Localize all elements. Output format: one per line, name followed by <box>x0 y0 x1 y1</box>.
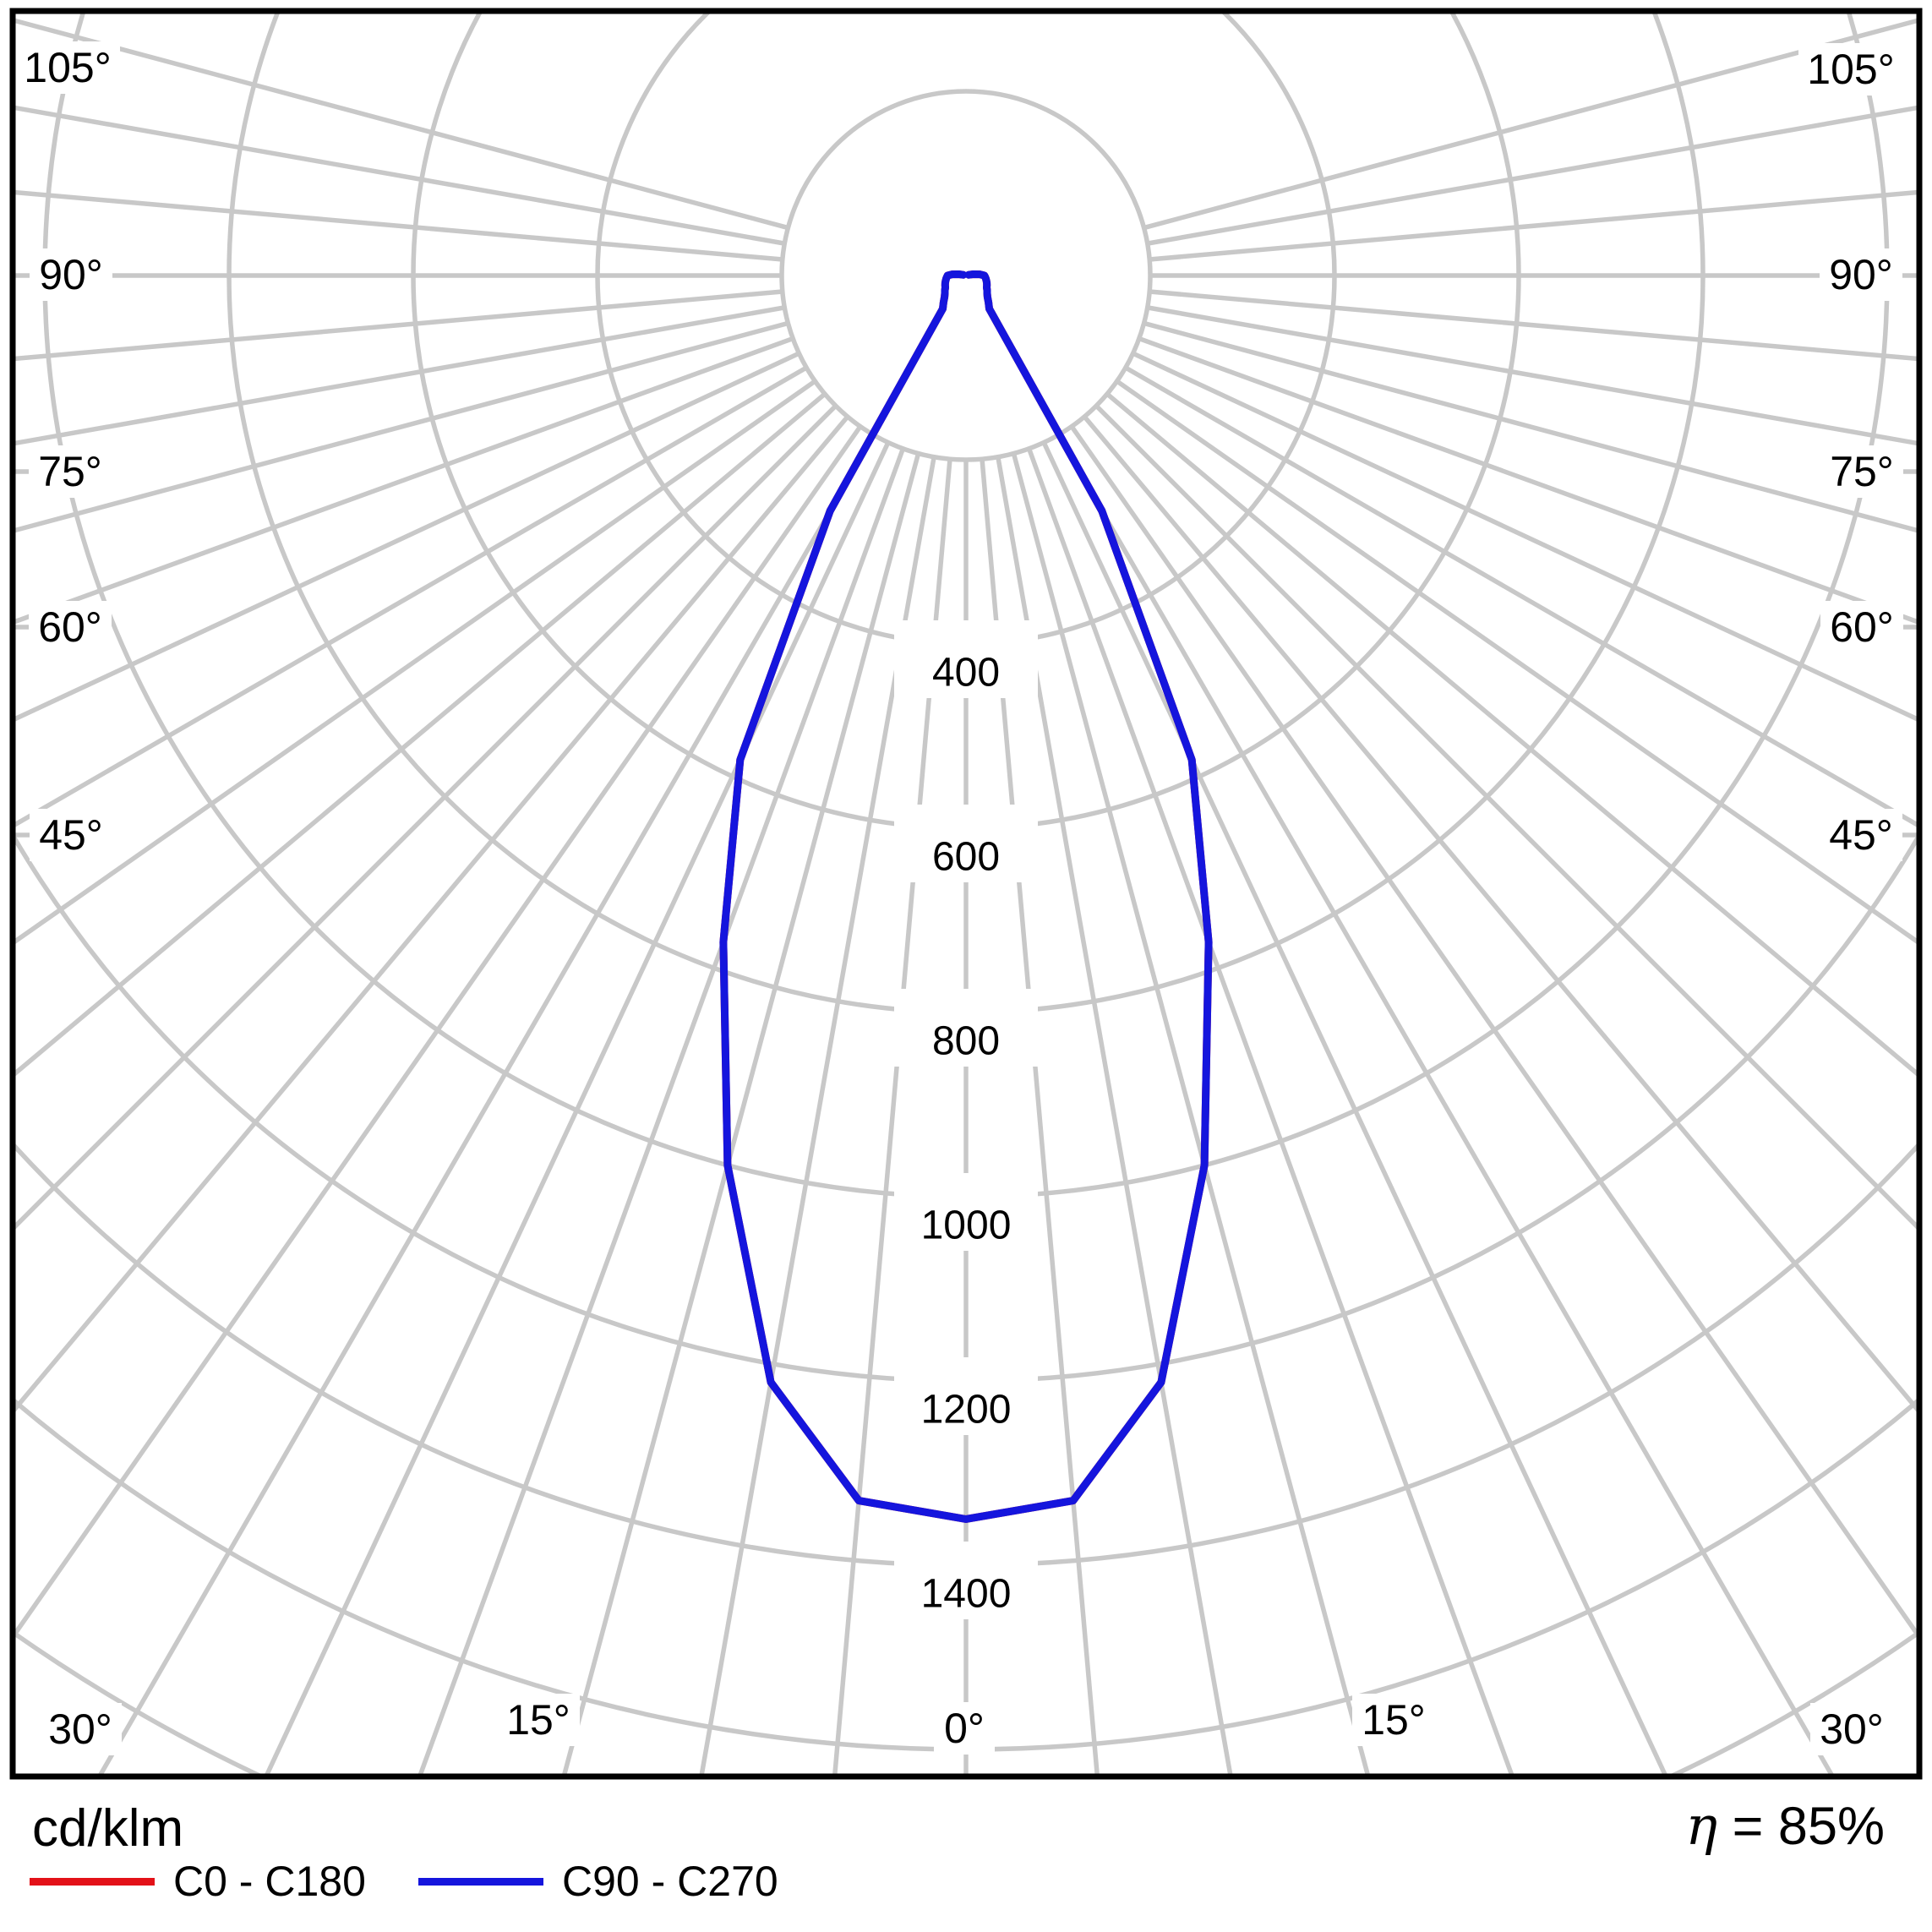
angle-label-2-75°: 75° <box>38 448 102 495</box>
legend-swatch-c90-c270-icon <box>418 1877 543 1886</box>
labels: 400 600 800 1000 1200 1400 105° 90° 75° 60° 45° 30°… <box>15 41 1903 1755</box>
radial-line-45 <box>15 404 838 1230</box>
ring-label-bg-1200 <box>894 1357 1038 1435</box>
angle-label-0-105°-bg <box>15 41 120 94</box>
plot-border <box>9 8 1923 1780</box>
radial-line-25 <box>1041 441 1667 1774</box>
radial-line-20 <box>1026 447 1514 1774</box>
angle-label-10-45°: 45° <box>1829 811 1893 859</box>
angle-label-4-45°-bg <box>30 809 112 861</box>
curve-c90-c270 <box>719 270 1213 1523</box>
angle-label-6-15°-bg <box>497 1694 580 1746</box>
radial-line-5 <box>832 458 952 1774</box>
radial-line-10 <box>996 456 1233 1774</box>
radial-line-15 <box>562 452 921 1774</box>
angle-label-0-105°: 105° <box>24 44 111 91</box>
ring-label-bg-600 <box>894 805 1038 882</box>
unit-label: cd/klm <box>32 1799 184 1858</box>
radial-line-55 <box>1115 379 1917 945</box>
curves <box>719 270 1213 1523</box>
legend-entry-c90-c270: C90 - C270 <box>418 1858 778 1905</box>
radial-line-70 <box>15 336 794 625</box>
angle-label-8-15°: 15° <box>1362 1696 1426 1744</box>
radial-line-30 <box>1056 434 1834 1774</box>
angle-label-14-105°-bg <box>1798 43 1903 96</box>
angle-label-7-0°: 0° <box>944 1705 985 1752</box>
radial-line-105 <box>15 18 789 231</box>
radial-line-15 <box>1011 452 1370 1774</box>
angle-label-13-90°: 90° <box>1829 251 1893 298</box>
legend-swatch-c0-c180-icon <box>30 1877 155 1886</box>
radial-line-30 <box>98 434 876 1774</box>
angle-label-8-15°-bg <box>1352 1694 1435 1746</box>
radial-line-5 <box>980 458 1100 1774</box>
angle-label-11-60°-bg <box>1820 601 1903 653</box>
legend-label-c90-c270: C90 - C270 <box>562 1858 778 1905</box>
radial-line-85 <box>15 289 783 362</box>
ring-label-bg-800 <box>894 989 1038 1067</box>
ring-label-400: 400 <box>932 651 1000 696</box>
eta-value: = 85% <box>1732 1797 1885 1856</box>
angle-label-12-75°-bg <box>1820 445 1903 498</box>
radial-line-25 <box>265 441 891 1774</box>
angle-label-3-60°-bg <box>29 601 112 653</box>
angle-label-1-90°-bg <box>30 248 112 301</box>
angle-label-11-60°: 60° <box>1830 603 1894 651</box>
eta-symbol: η <box>1685 1795 1718 1857</box>
ring-label-bg-1400 <box>894 1542 1038 1619</box>
radial-line-35 <box>1069 424 1917 1638</box>
angle-label-2-75°-bg <box>29 445 112 498</box>
ring-label-800: 800 <box>932 1019 1000 1064</box>
radial-line-70 <box>1138 336 1917 625</box>
radial-line-80 <box>15 305 785 446</box>
angle-label-9-30°: 30° <box>1820 1706 1884 1753</box>
angle-label-12-75°: 75° <box>1830 448 1894 495</box>
radial-line-95 <box>15 189 783 262</box>
angle-label-5-30°-bg <box>39 1703 122 1755</box>
radial-line-10 <box>699 456 936 1774</box>
radial-line-60 <box>1124 365 1917 827</box>
angle-label-1-90°: 90° <box>39 251 103 298</box>
radial-line-85 <box>1149 289 1917 362</box>
ring-label-600: 600 <box>932 835 1000 880</box>
angle-label-9-30°-bg <box>1810 1703 1893 1755</box>
radial-line-35 <box>15 424 863 1638</box>
radial-line-45 <box>1094 404 1917 1230</box>
radial-line-50 <box>15 392 827 1077</box>
angle-label-14-105°: 105° <box>1807 46 1894 93</box>
radial-line-80 <box>1147 305 1917 446</box>
radial-line-100 <box>1147 105 1917 246</box>
radial-line-75 <box>15 320 789 533</box>
angle-label-7-0°-bg <box>934 1702 995 1755</box>
angle-label-10-45°-bg <box>1820 809 1902 861</box>
ring-label-1400: 1400 <box>921 1572 1012 1617</box>
radial-line-40 <box>1083 415 1917 1413</box>
radial-line-55 <box>15 379 817 945</box>
ring-label-bg-1000 <box>894 1173 1038 1251</box>
radial-line-75 <box>1143 320 1917 533</box>
radial-line-95 <box>1149 189 1917 262</box>
ring-label-1000: 1000 <box>921 1203 1012 1248</box>
ring-label-bg-400 <box>894 620 1038 698</box>
radial-line-60 <box>15 365 808 827</box>
radial-line-105 <box>1143 18 1917 231</box>
legend-label-c0-c180: C0 - C180 <box>173 1858 366 1905</box>
radial-line-50 <box>1105 392 1917 1077</box>
efficiency-label: η = 85% <box>1685 1795 1885 1857</box>
angle-label-4-45°: 45° <box>39 811 103 859</box>
radial-line-40 <box>15 415 849 1413</box>
radial-line-20 <box>418 447 906 1774</box>
angle-label-3-60°: 60° <box>38 603 102 651</box>
radial-line-65 <box>15 351 800 722</box>
ring-label-1200: 1200 <box>921 1388 1012 1433</box>
radial-line-100 <box>15 105 785 246</box>
angle-label-5-30°: 30° <box>48 1706 112 1753</box>
radial-line-65 <box>1132 351 1917 722</box>
angle-label-13-90°-bg <box>1820 248 1902 301</box>
legend-entry-c0-c180: C0 - C180 <box>30 1858 366 1905</box>
angle-label-6-15°: 15° <box>506 1696 570 1744</box>
